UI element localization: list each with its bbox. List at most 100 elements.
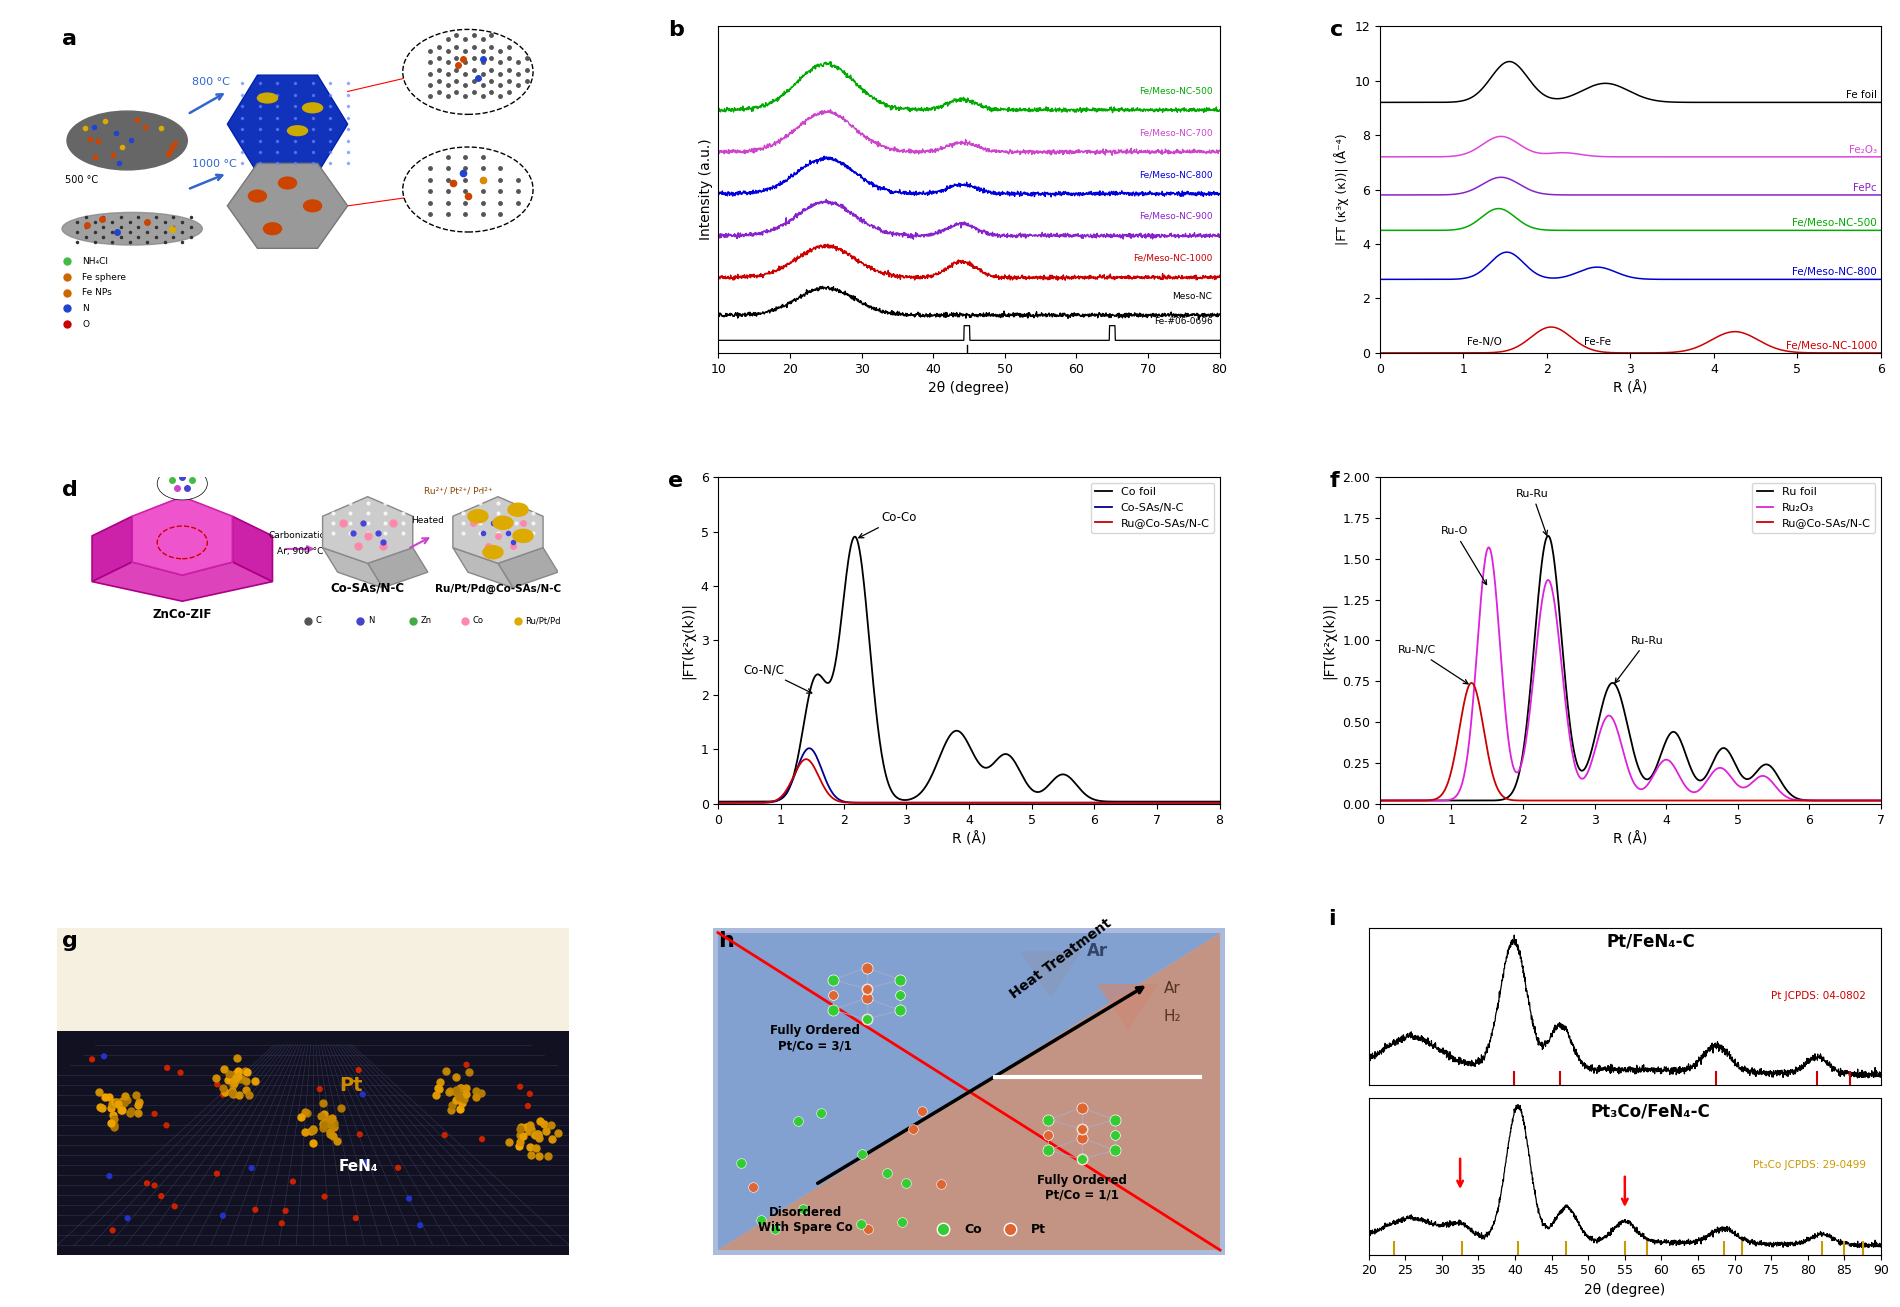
Text: a: a	[63, 30, 78, 50]
Text: Ru-Ru: Ru-Ru	[1516, 489, 1548, 535]
X-axis label: R (Å): R (Å)	[1613, 382, 1647, 396]
Ru foil	[1528, 588, 1550, 604]
Point	[131, 1172, 162, 1193]
Text: Zn: Zn	[420, 617, 431, 625]
Co foil	[737, 793, 760, 809]
X-axis label: 2θ (degree): 2θ (degree)	[929, 382, 1009, 395]
Ru@Co-SAs/N-C	[908, 795, 931, 810]
Text: Heat Treatment: Heat Treatment	[1007, 916, 1115, 1001]
Text: FePc: FePc	[1852, 183, 1877, 193]
Ru₂O₃	[1478, 540, 1501, 555]
Ru₂O₃	[1820, 792, 1843, 808]
Ellipse shape	[66, 111, 188, 170]
Text: f: f	[1330, 471, 1340, 490]
Text: Fe sphere: Fe sphere	[82, 273, 125, 281]
Polygon shape	[323, 548, 382, 588]
Ru₂O₃	[1528, 616, 1550, 631]
Ru@Co-SAs/N-C	[1013, 795, 1036, 810]
Line: Ru@Co-SAs/N-C: Ru@Co-SAs/N-C	[718, 759, 1220, 802]
Ellipse shape	[256, 93, 277, 103]
Ru@Co-SAs/N-C	[1510, 792, 1533, 808]
Co foil	[1140, 793, 1163, 809]
Text: Ar: Ar	[1087, 942, 1108, 959]
Ru₂O₃	[1368, 792, 1391, 808]
Line: Co-SAs/N-C: Co-SAs/N-C	[718, 749, 1220, 802]
Co-SAs/N-C	[1013, 795, 1036, 810]
Point	[152, 1115, 182, 1136]
Co-SAs/N-C	[737, 795, 760, 810]
Ru@Co-SAs/N-C	[1140, 795, 1163, 810]
X-axis label: R (Å): R (Å)	[952, 833, 986, 847]
Co-SAs/N-C	[798, 741, 821, 757]
Circle shape	[483, 546, 504, 559]
Co-SAs/N-C	[1028, 795, 1051, 810]
Co foil	[1013, 770, 1036, 786]
Ru@Co-SAs/N-C	[999, 795, 1022, 810]
Co-SAs/N-C	[999, 795, 1022, 810]
Co-SAs/N-C	[1140, 795, 1163, 810]
Circle shape	[403, 30, 534, 115]
Text: O: O	[82, 320, 89, 328]
Point	[239, 1200, 270, 1221]
Point	[201, 1074, 232, 1095]
Line: Ru@Co-SAs/N-C: Ru@Co-SAs/N-C	[1379, 684, 1881, 800]
Point	[467, 1129, 498, 1150]
Point	[277, 1171, 308, 1192]
Ru@Co-SAs/N-C	[1492, 788, 1514, 804]
Circle shape	[304, 200, 321, 212]
Co-SAs/N-C	[1089, 795, 1111, 810]
Polygon shape	[228, 163, 348, 248]
Text: Carbonization: Carbonization	[268, 531, 331, 540]
Circle shape	[467, 510, 488, 523]
Text: Fe/Meso-NC-500: Fe/Meso-NC-500	[1138, 86, 1212, 95]
Text: Pt: Pt	[1030, 1222, 1045, 1235]
Legend: Ru foil, Ru₂O₃, Ru@Co-SAs/N-C: Ru foil, Ru₂O₃, Ru@Co-SAs/N-C	[1752, 482, 1875, 533]
Polygon shape	[228, 76, 348, 174]
Polygon shape	[133, 497, 232, 575]
Line: Ru foil: Ru foil	[1379, 536, 1881, 800]
Text: e: e	[669, 471, 684, 490]
Text: Fe-#06-0696: Fe-#06-0696	[1153, 316, 1212, 325]
Text: Ar, 900 °C: Ar, 900 °C	[277, 546, 323, 555]
Text: Fully Ordered
Pt/Co = 1/1: Fully Ordered Pt/Co = 1/1	[1037, 1174, 1127, 1201]
Text: Fe₂O₃: Fe₂O₃	[1849, 145, 1877, 154]
Ru@Co-SAs/N-C	[794, 752, 817, 767]
Point	[236, 1158, 266, 1179]
Circle shape	[264, 223, 281, 235]
Ru@Co-SAs/N-C	[1822, 792, 1845, 808]
Text: Heated: Heated	[412, 516, 445, 525]
Text: 1000 °C: 1000 °C	[192, 158, 238, 169]
Point	[429, 1124, 460, 1145]
Point	[152, 1057, 182, 1078]
Text: b: b	[669, 20, 684, 39]
Y-axis label: Intensity (a.u.): Intensity (a.u.)	[699, 139, 712, 240]
Point	[344, 1124, 374, 1145]
Text: g: g	[63, 931, 78, 951]
Ru@Co-SAs/N-C	[1028, 795, 1051, 810]
Point	[513, 1095, 543, 1116]
Y-axis label: |FT (κ³χ (κ))| (Å⁻⁴): |FT (κ³χ (κ))| (Å⁻⁴)	[1334, 133, 1349, 246]
Text: Pt/FeN₄-C: Pt/FeN₄-C	[1606, 933, 1695, 950]
Co foil	[707, 793, 730, 809]
Text: Ru²⁺/ Pt²⁺/ Pd²⁺: Ru²⁺/ Pt²⁺/ Pd²⁺	[424, 486, 492, 495]
Co-SAs/N-C	[912, 795, 935, 810]
Point	[160, 1196, 190, 1217]
Polygon shape	[1020, 951, 1081, 999]
Ru₂O₃	[1510, 754, 1533, 770]
Ru@Co-SAs/N-C	[707, 795, 730, 810]
Ru@Co-SAs/N-C	[1759, 792, 1782, 808]
X-axis label: R (Å): R (Å)	[1613, 833, 1647, 847]
X-axis label: 2θ (degree): 2θ (degree)	[1585, 1283, 1666, 1297]
Y-axis label: |FT(k²χ(k))|: |FT(k²χ(k))|	[1322, 603, 1336, 678]
Ru foil	[1537, 528, 1560, 544]
Text: Fe-N/O: Fe-N/O	[1467, 337, 1501, 348]
Polygon shape	[232, 516, 272, 582]
Circle shape	[279, 178, 296, 188]
Text: Ru/Pt/Pd@Co-SAs/N-C: Ru/Pt/Pd@Co-SAs/N-C	[435, 583, 560, 593]
Text: Fe/Meso-NC-500: Fe/Meso-NC-500	[1792, 218, 1877, 229]
Polygon shape	[718, 933, 1220, 1249]
Text: 800 °C: 800 °C	[192, 77, 230, 88]
Point	[97, 1219, 127, 1240]
Point	[139, 1175, 169, 1196]
Text: Pt JCPDS: 04-0802: Pt JCPDS: 04-0802	[1771, 991, 1866, 1001]
